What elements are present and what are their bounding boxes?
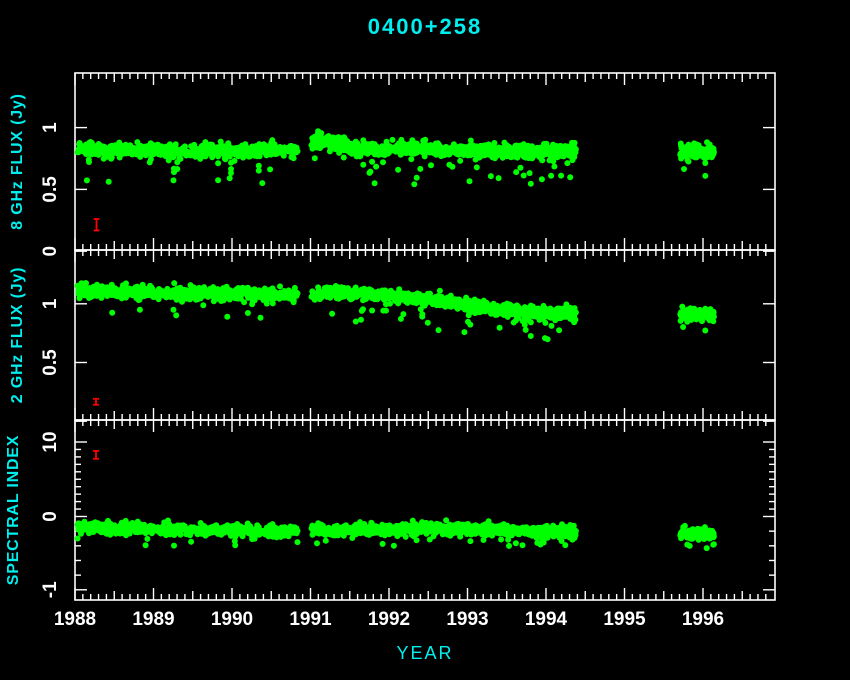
svg-text:0400+258: 0400+258: [368, 14, 483, 39]
